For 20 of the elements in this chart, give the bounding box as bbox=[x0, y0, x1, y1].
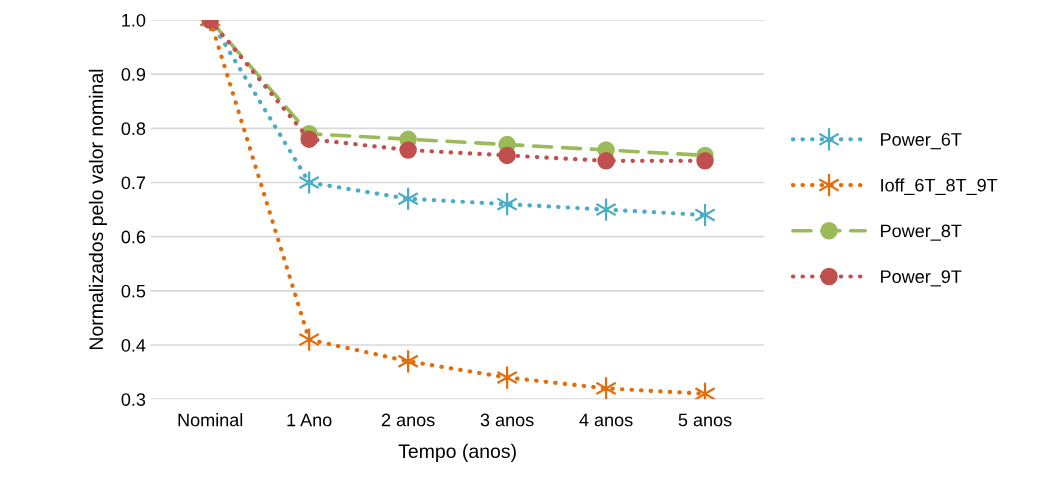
y-tick-label: 1.0 bbox=[122, 13, 146, 27]
x-tick-label: 1 Ano bbox=[287, 413, 332, 427]
y-tick-label: 0.8 bbox=[121, 122, 146, 136]
y-tick-label: 0.7 bbox=[121, 176, 146, 190]
x-tick-label: 5 anos bbox=[678, 413, 732, 427]
y-tick-label: 0.4 bbox=[121, 338, 146, 352]
legend-label: Ioff_6T_8T_9T bbox=[881, 178, 998, 195]
x-tick-label: 3 anos bbox=[480, 413, 534, 427]
x-axis-title: Tempo (anos) bbox=[398, 443, 516, 462]
y-tick-label: 0.5 bbox=[121, 284, 146, 298]
x-tick-label: 2 anos bbox=[381, 413, 435, 427]
legend-label: Power_8T bbox=[881, 224, 962, 241]
x-tick-label: 4 anos bbox=[579, 413, 633, 427]
legend-label: Power_9T bbox=[881, 270, 962, 287]
y-tick-label: 0.9 bbox=[121, 68, 146, 81]
x-tick-label: Nominal bbox=[178, 413, 243, 427]
y-tick-label: 0.3 bbox=[121, 393, 146, 406]
y-axis-title: Normalizados pelo valor nominal bbox=[88, 69, 107, 350]
y-tick-label: 0.6 bbox=[121, 230, 146, 244]
legend-label: Power_6T bbox=[881, 133, 962, 150]
